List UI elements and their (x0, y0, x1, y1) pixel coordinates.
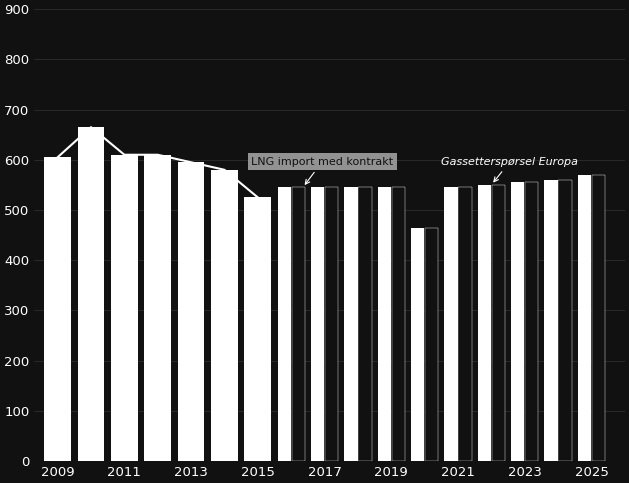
Bar (477, 185, 491, 461)
Bar (592, 175, 605, 461)
Bar (291, 187, 305, 461)
Bar (325, 187, 338, 461)
Bar (459, 187, 472, 461)
Bar (525, 183, 538, 461)
Bar (359, 187, 372, 461)
Bar (511, 183, 525, 461)
Bar (344, 187, 357, 461)
Bar (178, 162, 204, 461)
Bar (311, 187, 324, 461)
Bar (411, 227, 425, 461)
Bar (211, 170, 238, 461)
Bar (44, 157, 71, 461)
Bar (145, 155, 171, 461)
Bar (444, 187, 458, 461)
Bar (111, 155, 138, 461)
Bar (377, 187, 391, 461)
Text: Gassetterspørsel Europa: Gassetterspørsel Europa (442, 157, 578, 182)
Bar (578, 175, 591, 461)
Bar (392, 187, 405, 461)
Bar (545, 180, 558, 461)
Bar (77, 127, 104, 461)
Bar (559, 180, 572, 461)
Text: LNG import med kontrakt: LNG import med kontrakt (251, 157, 393, 184)
Bar (245, 198, 271, 461)
Bar (425, 227, 438, 461)
Bar (492, 185, 505, 461)
Bar (277, 187, 291, 461)
